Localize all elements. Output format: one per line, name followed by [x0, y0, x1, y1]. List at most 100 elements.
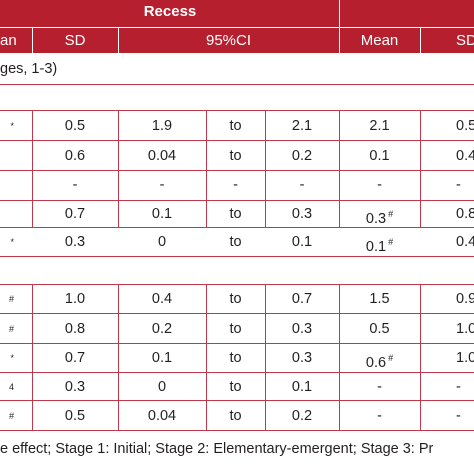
- marker-superscript: #: [388, 209, 394, 219]
- table-cell: 0.6 #: [365, 353, 394, 371]
- table-cell: #: [0, 408, 14, 429]
- row-rule: [0, 84, 474, 85]
- table-cell: 0: [157, 234, 167, 250]
- table-cell: 0.9: [456, 291, 474, 307]
- header-sd-2: SD: [456, 32, 474, 49]
- col-rule: [206, 110, 207, 227]
- table-cell: -: [456, 379, 461, 395]
- col-rule: [420, 284, 421, 430]
- table-cell: to: [229, 148, 242, 164]
- table-cell: 0.4: [456, 234, 474, 250]
- table-cell: -: [377, 408, 382, 424]
- marker-superscript: #: [8, 324, 14, 334]
- row-rule: [0, 227, 474, 228]
- col-rule: [118, 110, 119, 227]
- table-cell: 0.7: [291, 291, 313, 307]
- table-cell: 0.8: [64, 321, 86, 337]
- table-cell: 0.2: [291, 408, 313, 424]
- col-rule: [420, 110, 421, 227]
- col-rule: [118, 284, 119, 430]
- table-cell: to: [229, 206, 242, 222]
- header-sd: SD: [64, 32, 86, 49]
- table-cell: 0.7: [64, 206, 86, 222]
- col-rule: [32, 284, 33, 430]
- table-cell: 1.0: [456, 321, 474, 337]
- table-cell: *: [0, 350, 14, 371]
- row-rule: [0, 430, 474, 431]
- table-cell: 0.3: [64, 379, 86, 395]
- table-cell: 0.3: [291, 206, 313, 222]
- marker-superscript: *: [10, 237, 14, 247]
- table-cell: 0.1: [291, 234, 313, 250]
- table-cell: 0: [157, 379, 167, 395]
- row-rule: [0, 110, 474, 111]
- header-band-sub: [0, 28, 474, 53]
- table-cell: 0.3: [291, 350, 313, 366]
- table-cell: 0.4: [456, 148, 474, 164]
- table-cell: 2.1: [369, 118, 390, 134]
- marker-superscript: 4: [8, 382, 14, 392]
- table-cell: -: [72, 177, 78, 193]
- table-cell: to: [229, 118, 242, 134]
- table-cell: [0, 206, 14, 227]
- col-rule: [265, 110, 266, 227]
- table-cell: 0.1: [369, 148, 390, 164]
- header-mean: Mean: [360, 32, 399, 49]
- table-cell: -: [456, 408, 461, 424]
- table-cell: 0.6: [64, 148, 86, 164]
- header-ci: 95%CI: [205, 32, 252, 49]
- header-divider: [118, 28, 119, 53]
- table-cell: 0.7: [64, 350, 86, 366]
- marker-superscript: #: [8, 294, 14, 304]
- table-cell: -: [159, 177, 165, 193]
- table-cell: 1.0: [64, 291, 86, 307]
- col-rule: [265, 284, 266, 430]
- table-cell: #: [0, 321, 14, 342]
- col-rule: [206, 284, 207, 430]
- row-rule: [0, 200, 474, 201]
- table-cell: 2.1: [291, 118, 313, 134]
- table-cell: 1.9: [151, 118, 173, 134]
- table-cell: 0.3 #: [365, 209, 394, 227]
- header-mean-cut: an: [0, 32, 17, 49]
- marker-superscript: *: [10, 353, 14, 363]
- group-label-stages: ges, 1-3): [0, 61, 58, 77]
- table-cell: 0.3: [64, 234, 86, 250]
- table-cell: 0.3: [291, 321, 313, 337]
- table-cell: 4: [0, 379, 14, 400]
- row-rule: [0, 343, 474, 344]
- col-rule: [339, 110, 340, 227]
- table-cell: to: [229, 234, 242, 250]
- table-cell: 0.5: [369, 321, 390, 337]
- table-cell: -: [233, 177, 238, 193]
- table-cell: 0.1 #: [365, 237, 394, 255]
- header-divider: [420, 28, 421, 53]
- table-cell: [0, 177, 14, 198]
- header-divider: [32, 28, 33, 53]
- table-cell: 0.2: [151, 321, 173, 337]
- table-cell: -: [456, 177, 461, 193]
- table-cell: 0.04: [147, 408, 177, 424]
- row-rule: [0, 256, 474, 257]
- marker-superscript: #: [388, 353, 394, 363]
- table-cell: 0.1: [291, 379, 313, 395]
- table-cell: 0.5: [64, 118, 86, 134]
- table-cell: -: [377, 379, 382, 395]
- table-cell: to: [229, 408, 242, 424]
- marker-superscript: *: [10, 121, 14, 131]
- table-cell: 0.4: [151, 291, 173, 307]
- table-cell: 1.0: [456, 350, 474, 366]
- table-cell: to: [229, 350, 242, 366]
- table-cell: -: [377, 177, 382, 193]
- table-footnote: e effect; Stage 1: Initial; Stage 2: Ele…: [0, 441, 434, 457]
- marker-superscript: #: [8, 411, 14, 421]
- table-cell: to: [229, 291, 242, 307]
- table-cell: 0.04: [147, 148, 177, 164]
- table-cell: *: [0, 234, 14, 255]
- row-rule: [0, 284, 474, 285]
- header-group-recess: Recess: [143, 3, 197, 20]
- row-rule: [0, 313, 474, 314]
- table-cell: #: [0, 291, 14, 312]
- table-cell: 1.5: [369, 291, 390, 307]
